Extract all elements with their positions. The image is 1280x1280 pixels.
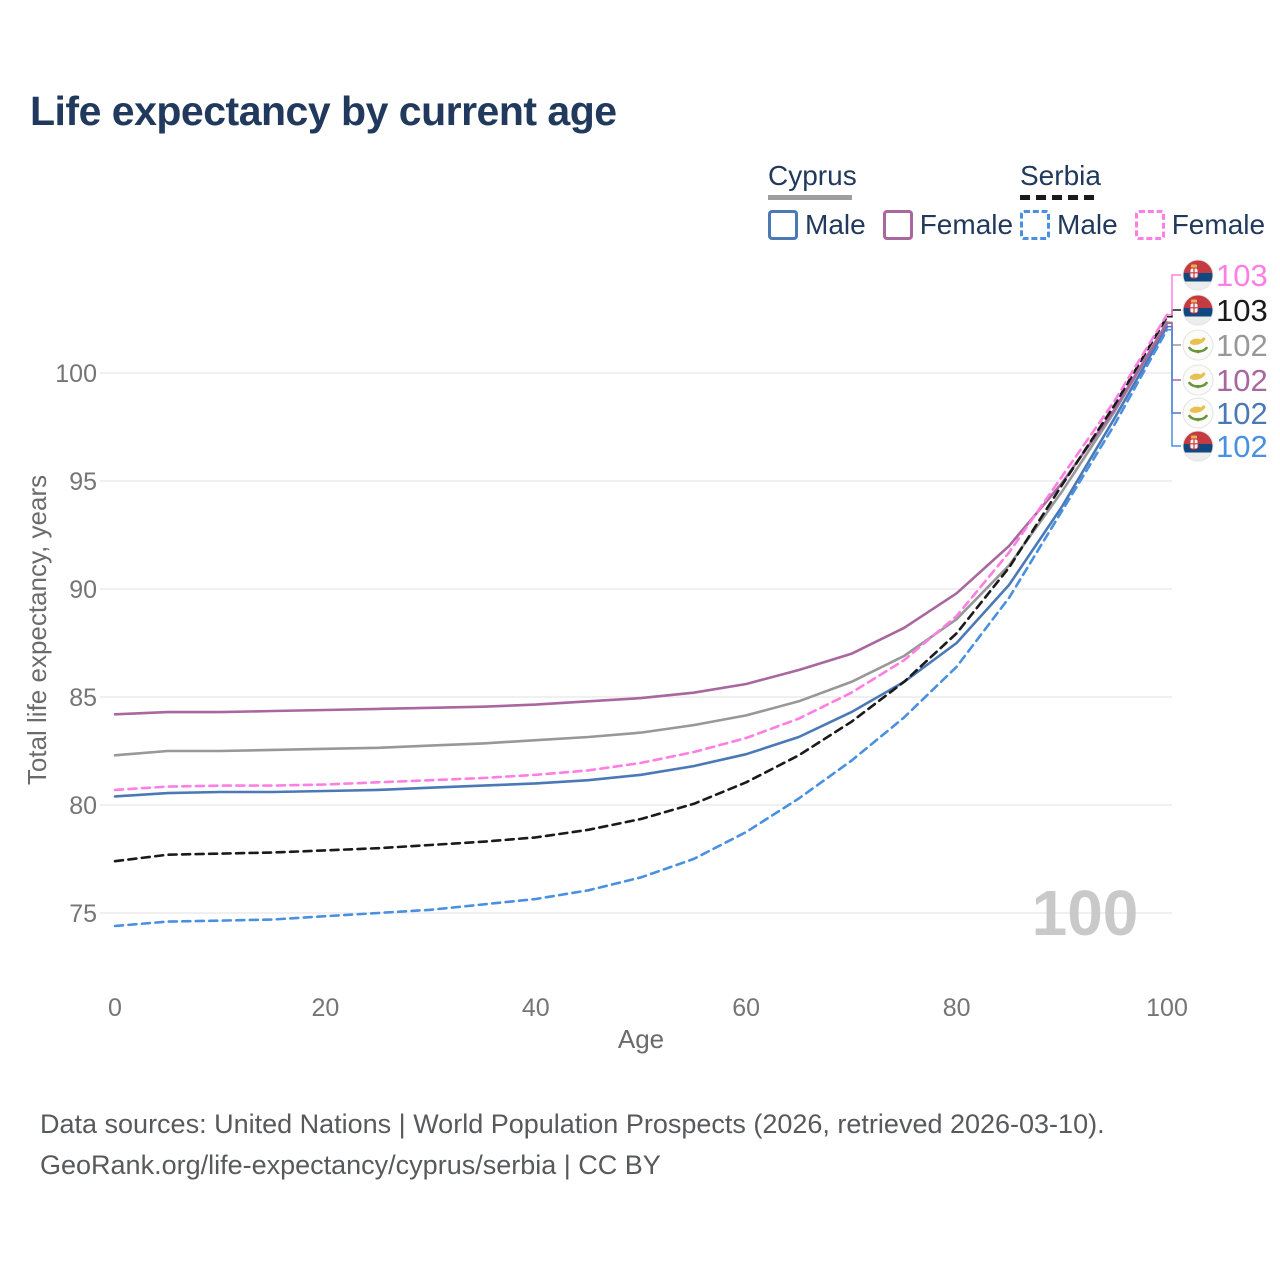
serbia-flag-icon <box>1183 431 1213 461</box>
attribution-line: GeoRank.org/life-expectancy/cyprus/serbi… <box>40 1150 661 1180</box>
cyprus-male-swatch-icon <box>768 210 798 240</box>
legend-item-cyprus-male[interactable]: Male <box>768 209 866 241</box>
serbia-flag-icon <box>1183 260 1213 290</box>
end-label-value-cyprus: 102 <box>1216 328 1268 363</box>
series-line-cyprus-female[interactable] <box>113 321 1169 716</box>
legend-label: Male <box>1057 209 1118 240</box>
series-line-cyprus[interactable] <box>113 320 1169 757</box>
serbia-male-swatch-icon <box>1020 210 1050 240</box>
series-line-serbia-male[interactable] <box>113 328 1169 928</box>
x-tick-label: 40 <box>522 994 550 1022</box>
cyprus-flag-icon <box>1183 330 1213 360</box>
series-line-serbia-female[interactable] <box>113 313 1169 792</box>
end-label-connector <box>1167 274 1181 316</box>
y-tick-label: 95 <box>69 468 97 496</box>
legend-item-serbia-female[interactable]: Female <box>1134 209 1266 241</box>
footer: Data sources: United Nations | World Pop… <box>40 1104 1105 1186</box>
y-tick-label: 85 <box>69 684 97 712</box>
cyprus-flag-icon <box>1183 365 1213 395</box>
y-tick-label: 100 <box>55 360 97 388</box>
legend-item-serbia-male[interactable]: Male <box>1020 209 1118 241</box>
x-tick-label: 0 <box>108 994 122 1022</box>
x-tick-label: 80 <box>943 994 971 1022</box>
data-sources-line: Data sources: United Nations | World Pop… <box>40 1109 1105 1139</box>
x-axis-title: Age <box>618 1024 664 1054</box>
end-label-value-serbia-male: 102 <box>1216 429 1268 464</box>
series-line-serbia[interactable] <box>113 315 1169 863</box>
end-label-connector <box>1167 329 1181 447</box>
watermark: 100 <box>1032 877 1139 949</box>
cyprus-flag-icon <box>1183 398 1213 428</box>
cyprus-female-swatch-icon <box>882 210 913 240</box>
end-label-connector <box>1167 322 1181 381</box>
y-tick-label: 90 <box>69 576 97 604</box>
end-label-connector <box>1167 321 1181 346</box>
end-label-value-serbia: 103 <box>1216 293 1268 328</box>
end-label-value-cyprus-female: 102 <box>1216 363 1268 398</box>
legend-country-cyprus: Cyprus <box>768 160 857 191</box>
x-tick-label: 20 <box>311 994 339 1022</box>
serbia-flag-icon <box>1183 295 1213 325</box>
legend-label: Male <box>805 209 866 240</box>
y-tick-label: 75 <box>69 900 97 928</box>
page-title: Life expectancy by current age <box>30 88 617 134</box>
serbia-female-swatch-icon <box>1134 210 1165 240</box>
legend-group-cyprus: Cyprus Male Female <box>768 160 1013 241</box>
end-label-connector <box>1167 325 1181 414</box>
x-tick-label: 60 <box>732 994 760 1022</box>
legend-group-serbia: Serbia Male Female <box>1020 160 1265 241</box>
legend-item-cyprus-female[interactable]: Female <box>882 209 1014 241</box>
y-axis-title: Total life expectancy, years <box>22 475 52 785</box>
x-tick-label: 100 <box>1146 994 1188 1022</box>
cyprus-linestyle-swatch <box>768 195 852 200</box>
end-label-connector <box>1167 309 1181 318</box>
series-line-cyprus-male[interactable] <box>113 325 1169 798</box>
end-label-value-serbia-female: 103 <box>1216 258 1268 293</box>
serbia-linestyle-swatch <box>1020 195 1094 200</box>
legend-label: Female <box>1171 209 1266 240</box>
legend-country-serbia: Serbia <box>1020 160 1101 191</box>
end-label-value-cyprus-male: 102 <box>1216 396 1268 431</box>
legend-label: Female <box>919 209 1014 240</box>
y-tick-label: 80 <box>69 792 97 820</box>
